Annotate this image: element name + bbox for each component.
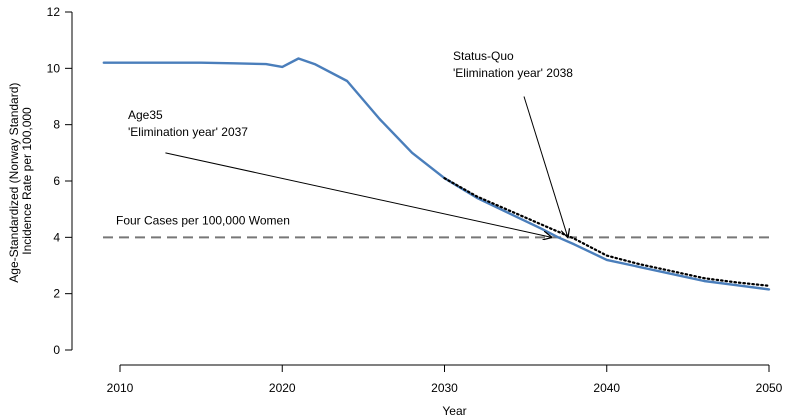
y-axis: 0 2 4 6 8 10 12 (47, 5, 73, 357)
x-tick-label: 2030 (431, 381, 458, 395)
x-ticks: 2010 2020 2030 2040 2050 (107, 365, 783, 395)
annotation-status-quo-arrow (523, 96, 568, 238)
y-tick-label: 8 (53, 118, 60, 132)
x-axis: 2010 2020 2030 2040 2050 (107, 364, 783, 395)
y-tick-label: 10 (47, 61, 61, 75)
y-tick-label: 0 (53, 343, 60, 357)
y-tick-label: 6 (53, 174, 60, 188)
annotation-status-quo: Status-Quo 'Elimination year' 2038 (453, 49, 573, 237)
series-line-solid (102, 57, 771, 291)
annotation-status-quo-elimination-year: 'Elimination year' 2038 (453, 66, 573, 80)
y-tick-label: 2 (53, 287, 60, 301)
y-axis-title-line-2: Incidence Rate per 100,000 (20, 107, 34, 255)
series-group (102, 57, 771, 291)
annotation-age35-elimination-year: 'Elimination year' 2037 (128, 125, 248, 139)
x-tick-label: 2010 (107, 381, 134, 395)
annotation-age35-arrow (165, 152, 551, 238)
reference-line-label: Four Cases per 100,000 Women (116, 213, 290, 227)
x-tick-label: 2020 (269, 381, 296, 395)
x-tick-label: 2050 (756, 381, 783, 395)
y-tick-label: 12 (47, 5, 61, 19)
y-axis-title-line-1: Age-Standardized (Norway Standard) (7, 83, 21, 283)
annotation-status-quo-label: Status-Quo (453, 49, 514, 63)
y-axis-title: Age-Standardized (Norway Standard) Incid… (7, 79, 34, 282)
y-ticks: 0 2 4 6 8 10 12 (47, 5, 72, 357)
annotation-age35-label: Age35 (128, 108, 163, 122)
series-line-dotted (443, 177, 771, 287)
annotation-age35: Age35 'Elimination year' 2037 (128, 108, 552, 237)
y-tick-label: 4 (53, 230, 60, 244)
x-tick-label: 2040 (593, 381, 620, 395)
x-axis-title: Year (442, 404, 466, 418)
